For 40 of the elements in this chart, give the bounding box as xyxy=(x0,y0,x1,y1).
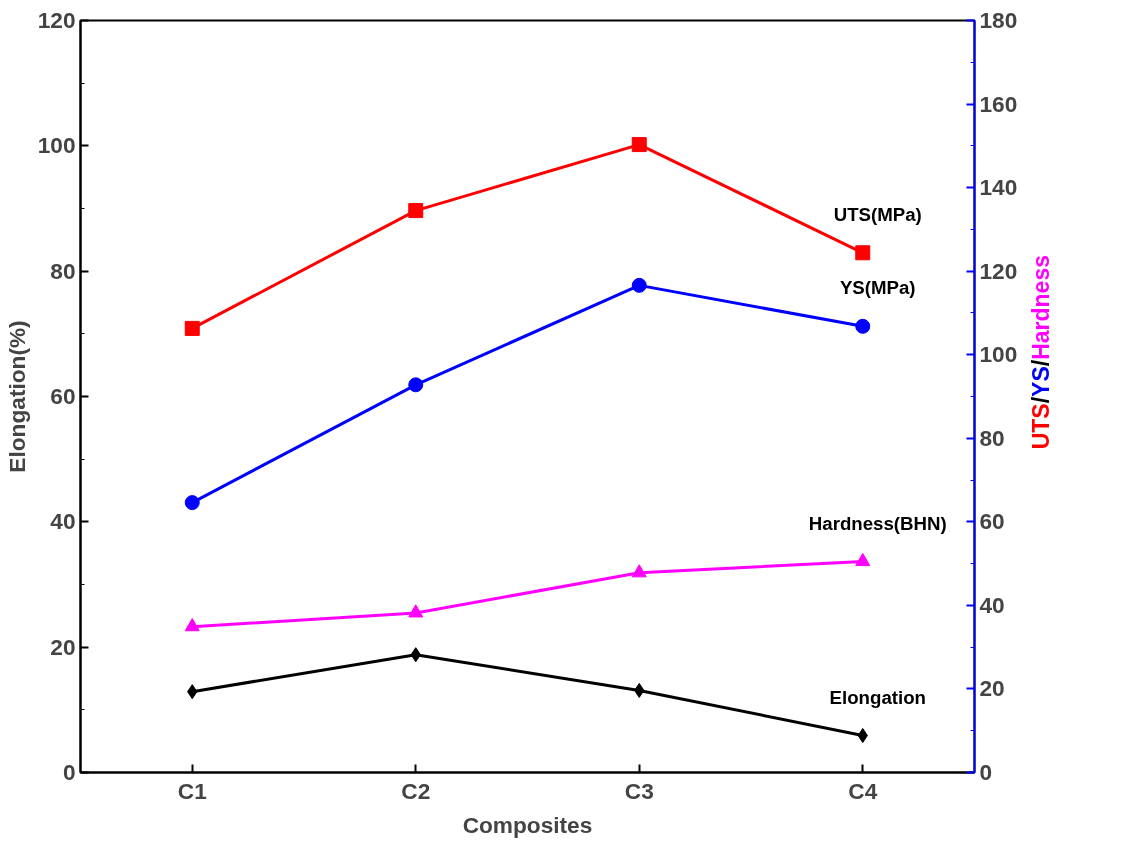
y2-tick-label: 60 xyxy=(979,508,1005,535)
y-tick-label: 120 xyxy=(37,7,76,33)
y2-tick-label: 0 xyxy=(979,759,993,785)
y-tick-label: 20 xyxy=(50,633,76,660)
point xyxy=(631,277,647,293)
y-tick-label: 0 xyxy=(62,759,76,785)
point xyxy=(184,618,200,632)
x-tick-label: C3 xyxy=(624,777,654,804)
series-label: Elongation xyxy=(829,686,926,708)
y2-axis-title: UTS/YS/Hardness xyxy=(1028,255,1054,450)
point xyxy=(408,203,424,219)
x-tick-label: C4 xyxy=(848,777,878,804)
x-tick-label: C1 xyxy=(177,777,207,804)
y2-tick-label: 180 xyxy=(979,7,1018,33)
y-tick-label: 80 xyxy=(50,257,76,284)
point xyxy=(408,604,424,618)
x-axis-title: Composites xyxy=(462,811,593,838)
point xyxy=(855,318,871,334)
series-label: UTS(MPa) xyxy=(833,203,922,225)
series-label: Hardness(BHN) xyxy=(808,512,947,534)
y2-tick-label: 80 xyxy=(979,424,1005,451)
y-tick-label: 40 xyxy=(50,508,76,535)
y2-tick-label: 40 xyxy=(979,591,1005,618)
x-tick-label: C2 xyxy=(401,777,431,804)
y-axis-title: Elongation(%) xyxy=(3,320,30,473)
point xyxy=(408,377,424,393)
point xyxy=(631,137,647,153)
y2-tick-label: 20 xyxy=(979,675,1005,702)
point xyxy=(631,564,647,578)
y2-tick-label: 140 xyxy=(979,174,1018,201)
point xyxy=(184,320,200,336)
y2-tick-label: 100 xyxy=(979,341,1018,368)
y-tick-label: 100 xyxy=(37,132,76,159)
point xyxy=(184,495,200,511)
y2-tick-label: 120 xyxy=(979,257,1018,284)
y-tick-label: 60 xyxy=(50,383,76,409)
y2-tick-label: 160 xyxy=(979,90,1018,117)
point xyxy=(855,552,871,567)
point xyxy=(855,245,871,261)
series-label: YS(MPa) xyxy=(839,277,916,299)
